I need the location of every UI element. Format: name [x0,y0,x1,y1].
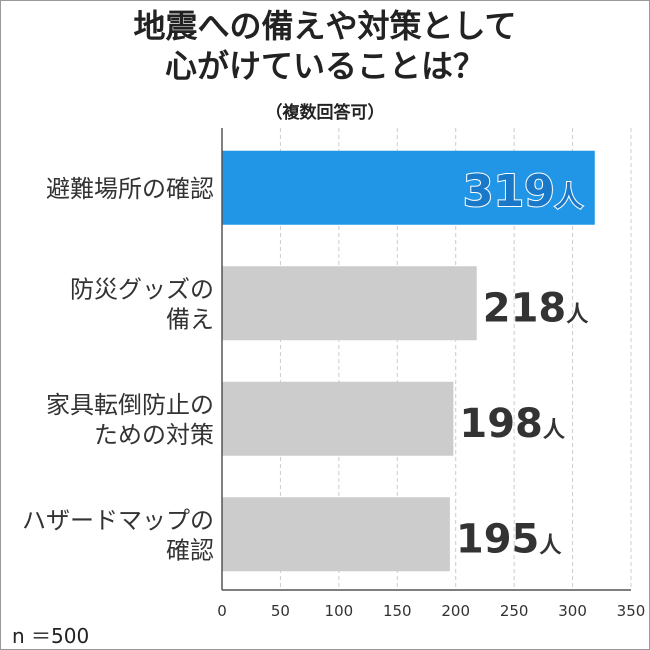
x-tick-label-350: 350 [617,602,646,620]
category-label-0-0: 避難場所の確認 [46,175,214,203]
value-label-0: 319人 [463,166,583,217]
x-tick-label-50: 50 [271,602,290,620]
x-tick-label-200: 200 [441,602,470,620]
x-tick-label-250: 250 [500,602,529,620]
value-label-2: 198人 [459,401,565,447]
category-label-3-0: ハザードマップの [22,506,214,534]
value-unit-1: 人 [566,302,588,327]
category-label-2-0: 家具転倒防止の [46,391,214,419]
category-label-3-1: 確認 [166,536,214,564]
value-label-3: 195人 [456,516,562,562]
category-label-1-0: 防災グッズの [70,275,214,303]
x-tick-label-300: 300 [558,602,587,620]
bar-0 [222,150,595,225]
chart-title-line-2: 心がけていることは？ [164,47,485,85]
value-unit-2: 人 [543,418,565,443]
chart-title-line-1: 地震への備えや対策として [133,7,517,45]
chart-title: 地震への備えや対策として 心がけていることは？ [0,6,650,86]
bar-2 [222,381,454,456]
x-tick-label-0: 0 [217,602,227,620]
category-label-1-1: 備え [166,305,214,333]
chart-subtitle: （複数回答可） [265,103,385,123]
bar-1 [222,266,477,341]
x-tick-label-100: 100 [325,602,354,620]
value-unit-3: 人 [539,533,561,558]
x-tick-label-150: 150 [383,602,412,620]
sample-size-label: n ＝500 [12,624,90,648]
category-label-2-1: ための対策 [94,421,214,449]
value-unit-0: 人 [555,180,583,213]
bar-3 [222,497,450,572]
